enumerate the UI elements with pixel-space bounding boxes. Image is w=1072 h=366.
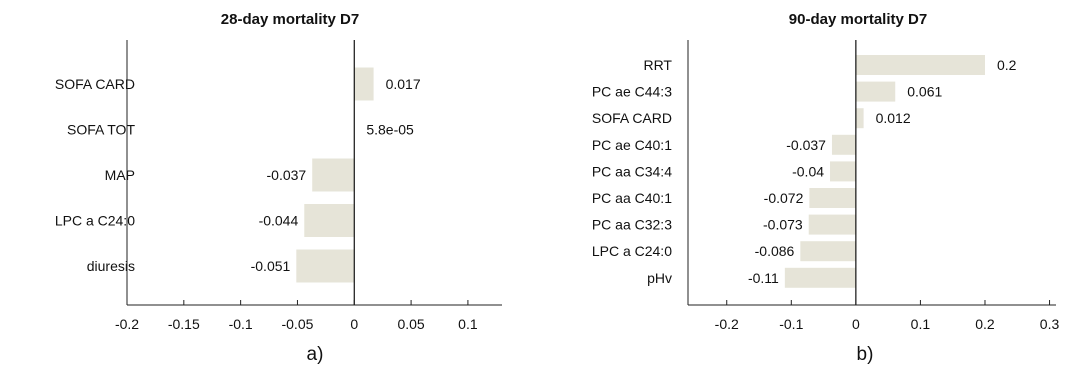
x-tick-label: 0.2 — [975, 316, 995, 332]
data-label: 5.8e-05 — [366, 122, 414, 138]
axes — [126, 40, 502, 306]
category-label: MAP — [105, 167, 135, 183]
x-tick-label: -0.2 — [115, 316, 139, 332]
panel-label: b) — [857, 344, 874, 365]
x-tick-label: 0.1 — [911, 316, 931, 332]
bar — [304, 204, 355, 237]
category-label: PC aa C34:4 — [592, 163, 672, 179]
bar — [800, 241, 856, 262]
chart-title: 28-day mortality D7 — [221, 11, 359, 28]
data-label: -0.072 — [764, 190, 804, 206]
category-label: RRT — [643, 57, 672, 73]
x-tick-label: 0 — [350, 316, 358, 332]
bar — [855, 108, 864, 129]
category-label: LPC a C24:0 — [55, 213, 135, 229]
data-label: -0.086 — [755, 243, 795, 259]
category-label: SOFA TOT — [67, 122, 135, 138]
category-label: pHv — [647, 270, 672, 286]
data-label: -0.037 — [786, 137, 826, 153]
x-ticks: -0.2 -0.1 0 0.1 0.2 0.3 — [715, 300, 1060, 332]
bars — [296, 67, 374, 283]
axes — [687, 40, 1056, 306]
x-tick-label: -0.2 — [715, 316, 739, 332]
chart-title: 90-day mortality D7 — [789, 11, 927, 28]
bar — [784, 267, 856, 288]
category-label: LPC a C24:0 — [592, 243, 672, 259]
x-tick-label: 0.1 — [458, 316, 478, 332]
bar — [855, 55, 985, 75]
bar — [354, 67, 374, 101]
bar — [312, 158, 355, 192]
panel-28-day-mortality: 28-day mortality D7 SOFA CARD SOFA TOT MAP… — [55, 11, 502, 365]
x-tick-label: -0.15 — [168, 316, 200, 332]
data-label: -0.051 — [251, 258, 291, 274]
data-label: -0.073 — [763, 217, 803, 233]
bar — [296, 249, 355, 283]
bar — [808, 214, 856, 235]
panel-90-day-mortality: 90-day mortality D7 RRT PC ae C44:3 SOFA C… — [592, 11, 1060, 365]
bar — [831, 134, 856, 155]
category-labels: SOFA CARD SOFA TOT MAP LPC a C24:0 diuresis — [55, 76, 136, 274]
value-labels: 0.017 5.8e-05 -0.037 -0.044 -0.051 — [251, 76, 421, 274]
category-label: PC ae C40:1 — [592, 137, 672, 153]
category-label: PC aa C32:3 — [592, 217, 672, 233]
x-tick-label: -0.1 — [229, 316, 253, 332]
bar — [830, 161, 856, 182]
category-label: PC aa C40:1 — [592, 190, 672, 206]
bar — [809, 188, 856, 208]
category-label: diuresis — [87, 258, 135, 274]
data-label: 0.017 — [386, 76, 421, 92]
panel-label: a) — [307, 344, 324, 365]
x-tick-label: -0.05 — [281, 316, 313, 332]
category-label: SOFA CARD — [55, 76, 135, 92]
x-tick-label: 0.05 — [397, 316, 424, 332]
x-ticks: -0.2 -0.15 -0.1 -0.05 0 0.05 0.1 — [115, 300, 478, 332]
category-label: PC ae C44:3 — [592, 84, 672, 100]
category-labels: RRT PC ae C44:3 SOFA CARD PC ae C40:1 PC aa … — [592, 57, 673, 286]
data-label: 0.061 — [907, 84, 942, 100]
data-label: -0.037 — [267, 167, 307, 183]
category-label: SOFA CARD — [592, 110, 672, 126]
data-label: -0.044 — [259, 213, 299, 229]
x-tick-label: 0.3 — [1040, 316, 1060, 332]
data-label: -0.11 — [748, 270, 779, 286]
data-label: 0.2 — [997, 57, 1017, 73]
data-label: -0.04 — [792, 163, 824, 179]
value-labels: 0.2 0.061 0.012 -0.037 -0.04 -0.072 -0.073 -0.0… — [748, 57, 1017, 286]
bars — [784, 55, 985, 288]
bar — [855, 81, 896, 102]
x-tick-label: -0.1 — [779, 316, 803, 332]
x-tick-label: 0 — [852, 316, 860, 332]
data-label: 0.012 — [876, 110, 911, 126]
